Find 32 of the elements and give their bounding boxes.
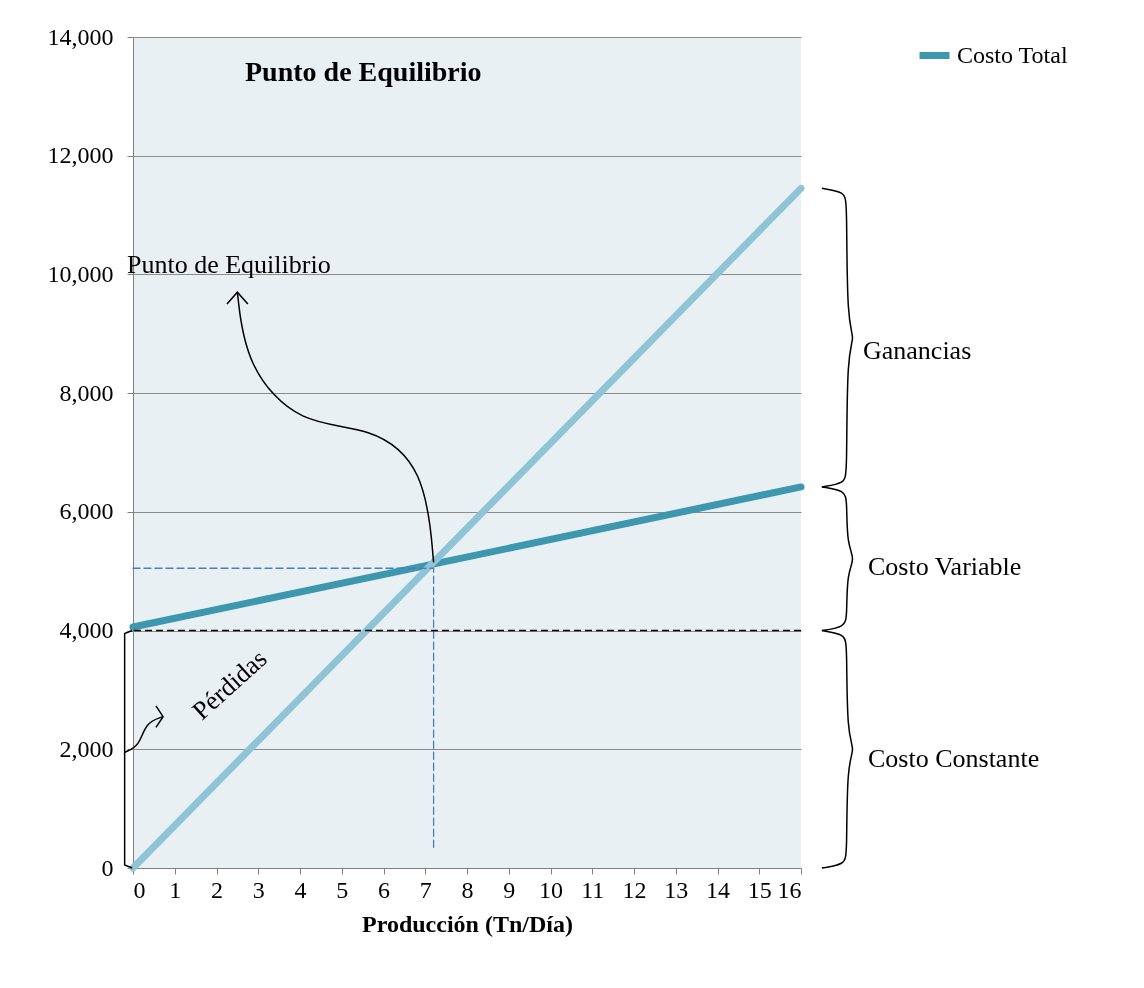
- x-tick-label: 5: [336, 876, 349, 903]
- x-tick-label: 10: [539, 876, 563, 903]
- y-tick-label: 4,000: [59, 617, 114, 644]
- x-tick-label: 2: [211, 876, 223, 903]
- text: Costo Variable: [868, 552, 1022, 581]
- x-tick-label: 13: [664, 876, 689, 903]
- y-tick-label: 8,000: [59, 379, 114, 406]
- y-tick-label: 10,000: [47, 260, 114, 287]
- y-tick-label: 14,000: [47, 23, 114, 50]
- x-tick-label: 4: [294, 876, 307, 903]
- x-tick-label: 0: [133, 876, 146, 903]
- x-tick-label: 12: [622, 876, 647, 903]
- text: Ganancias: [863, 336, 972, 365]
- x-tick-label: 6: [378, 876, 390, 903]
- y-tick-label: 2,000: [59, 735, 114, 762]
- legend-label: Costo Total: [957, 41, 1068, 68]
- x-tick-label: 1: [169, 876, 182, 903]
- x-tick-label: 3: [252, 876, 265, 903]
- x-tick-label: 11: [581, 876, 605, 903]
- x-tick-label: 9: [503, 876, 516, 903]
- x-tick-label: 15: [747, 876, 772, 903]
- x-axis-title: Producción (Tn/Día): [362, 910, 573, 937]
- x-tick-label: 16: [777, 876, 802, 903]
- y-tick-label: 0: [101, 854, 114, 881]
- annotation: Punto de Equilibrio: [127, 250, 331, 279]
- x-tick-label: 14: [706, 876, 730, 903]
- x-tick-label: 7: [419, 876, 432, 903]
- y-tick-label: 6,000: [59, 498, 114, 525]
- text: Punto de Equilibrio: [245, 56, 482, 87]
- y-tick-label: 12,000: [47, 142, 114, 169]
- x-tick-label: 8: [461, 876, 474, 903]
- text: Costo Constante: [868, 744, 1040, 773]
